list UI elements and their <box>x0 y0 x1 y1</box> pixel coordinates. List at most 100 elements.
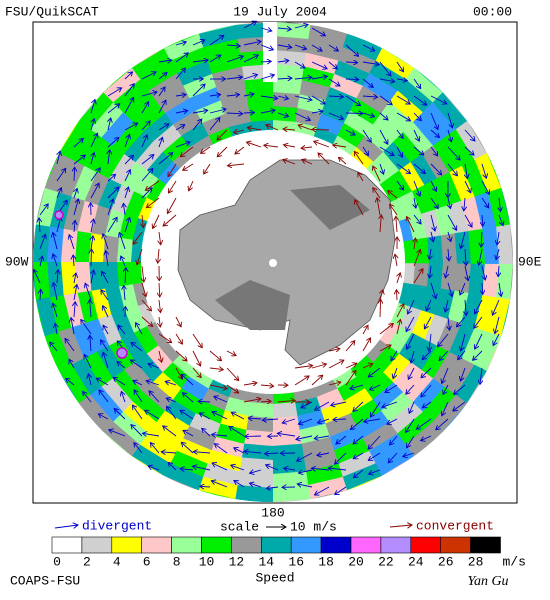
wind-arrow <box>302 160 313 165</box>
wind-arrow <box>90 133 98 148</box>
speed-patch <box>0 347 22 397</box>
wind-arrow <box>421 384 432 397</box>
wind-arrow <box>91 270 94 284</box>
wind-arrow <box>430 265 432 278</box>
wind-arrow <box>169 180 177 193</box>
wind-arrow <box>69 359 75 369</box>
wind-arrow <box>315 401 330 410</box>
wind-arrow <box>294 25 308 29</box>
wind-arrow <box>53 283 58 301</box>
wind-arrow <box>396 61 404 72</box>
wind-arrow <box>234 481 245 488</box>
antarctica-relief <box>215 185 370 330</box>
wind-arrow <box>57 151 60 165</box>
speed-patch <box>332 438 370 466</box>
wind-arrow <box>66 378 75 386</box>
wind-arrow <box>229 427 245 437</box>
wind-arrow <box>265 453 279 454</box>
wind-arrow <box>159 282 160 297</box>
wind-arrow <box>226 367 239 381</box>
wind-arrow <box>243 383 257 385</box>
wind-arrow <box>345 79 359 80</box>
colorbar-tick-label: 2 <box>83 554 91 569</box>
speed-patch <box>33 342 35 391</box>
speed-patch <box>407 22 458 25</box>
wind-arrow <box>124 155 134 165</box>
wind-arrow <box>260 385 274 386</box>
wind-arrow <box>317 453 330 456</box>
wind-arrow <box>464 265 468 281</box>
wind-arrow <box>362 146 368 156</box>
speed-patch <box>413 262 430 288</box>
speed-patch <box>514 302 539 348</box>
speed-patch <box>371 382 404 413</box>
wind-arrow <box>407 333 415 349</box>
wind-arrow <box>161 452 177 453</box>
wind-arrow <box>411 350 414 363</box>
speed-patch <box>132 325 159 355</box>
storm-marker <box>116 347 128 359</box>
speed-patch <box>527 304 550 352</box>
wind-arrow <box>74 302 75 318</box>
wind-arrow <box>328 44 338 51</box>
wind-arrow <box>214 444 228 454</box>
wind-arrow <box>175 53 188 63</box>
speed-patch <box>411 310 436 341</box>
wind-arrow <box>430 129 440 138</box>
wind-arrow <box>83 391 92 403</box>
wind-arrow <box>226 95 240 97</box>
wind-arrow <box>260 96 278 99</box>
wind-arrow <box>335 452 347 464</box>
wind-arrow <box>390 435 398 445</box>
wind-arrow <box>91 153 94 165</box>
wind-arrow <box>284 145 296 147</box>
speed-patch <box>151 371 182 401</box>
wind-arrow <box>193 452 211 453</box>
wind-arrow <box>183 163 194 170</box>
wind-arrow <box>436 418 449 430</box>
speed-patch <box>43 150 73 193</box>
wind-arrow <box>202 428 211 437</box>
wind-arrow <box>464 214 472 227</box>
wind-arrow <box>277 433 296 436</box>
wind-arrow <box>445 299 448 312</box>
wind-arrow <box>73 199 78 216</box>
speed-patch <box>440 262 458 293</box>
speed-patch <box>448 323 476 361</box>
speed-patch <box>474 191 498 231</box>
wind-arrow <box>168 163 177 177</box>
wind-arrow <box>422 401 432 408</box>
wind-arrow <box>167 197 177 214</box>
wind-arrow <box>247 128 262 131</box>
convergent-label: convergent <box>416 518 494 533</box>
wind-arrow <box>124 218 130 233</box>
wind-arrow <box>98 414 109 420</box>
wind-arrow <box>277 113 289 117</box>
wind-arrow <box>114 409 126 420</box>
wind-arrow <box>396 112 411 121</box>
speed-patch <box>235 471 273 489</box>
wind-arrow <box>345 129 355 135</box>
speed-patch <box>375 320 401 348</box>
speed-patch <box>420 0 475 2</box>
wind-arrow <box>167 406 177 420</box>
speed-patch <box>76 289 98 324</box>
speed-patch <box>474 152 503 194</box>
wind-arrow <box>318 418 330 423</box>
speed-patch <box>99 377 133 413</box>
speed-patch <box>468 262 486 298</box>
wind-arrow <box>294 376 309 386</box>
wind-arrow <box>121 256 126 267</box>
speed-patch <box>0 52 1 109</box>
speed-patch <box>329 72 365 99</box>
speed-patch <box>242 429 273 447</box>
wind-arrow <box>439 350 449 361</box>
speed-patch <box>194 400 225 425</box>
wind-arrow <box>212 412 228 420</box>
colorbar-swatch <box>290 536 322 554</box>
wind-arrow <box>119 232 126 250</box>
colorbar-swatch <box>171 536 202 554</box>
wind-arrow <box>362 112 375 117</box>
speed-patch <box>78 90 115 130</box>
speed-patch <box>69 356 102 396</box>
